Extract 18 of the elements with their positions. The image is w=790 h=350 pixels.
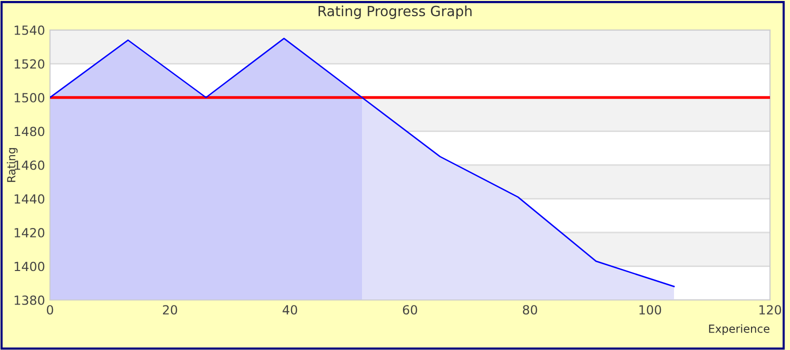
y-tick-label: 1500	[14, 92, 44, 102]
y-tick-label: 1440	[14, 194, 44, 204]
x-tick-label: 60	[402, 305, 418, 315]
x-tick-label: 80	[522, 305, 538, 315]
x-tick-label: 0	[46, 305, 54, 315]
y-tick-label: 1540	[14, 25, 44, 35]
x-tick-label: 40	[282, 305, 298, 315]
y-tick-label: 1520	[14, 59, 44, 69]
x-tick-label: 20	[162, 305, 178, 315]
y-tick-label: 1480	[14, 126, 44, 136]
y-tick-label: 1380	[14, 295, 44, 305]
x-axis-title: Experience	[709, 324, 770, 336]
y-tick-label: 1400	[14, 262, 44, 272]
y-tick-label: 1420	[14, 228, 44, 238]
chart-title: Rating Progress Graph	[318, 6, 472, 19]
line-series	[50, 38, 675, 288]
x-tick-label: 120	[759, 305, 782, 315]
x-tick-label: 100	[639, 305, 662, 315]
